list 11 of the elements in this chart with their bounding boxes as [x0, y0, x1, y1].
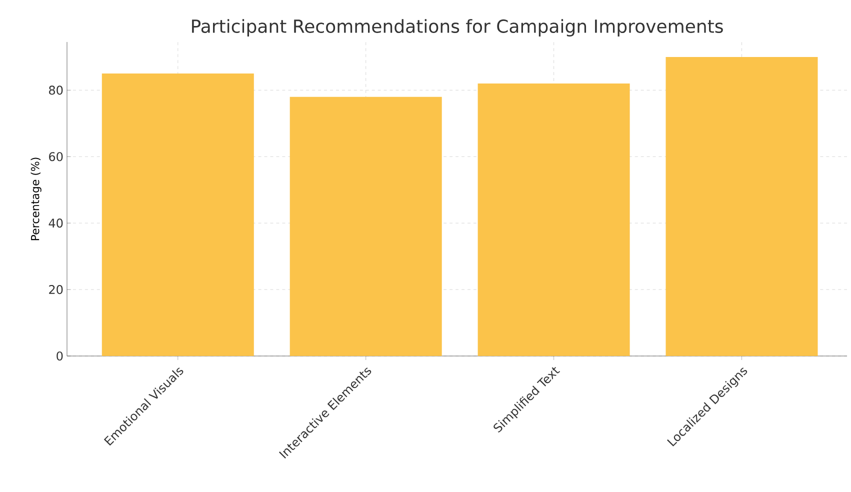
chart-title: Participant Recommendations for Campaign Improvements	[192, 19, 723, 36]
bar	[478, 84, 630, 356]
y-tick-label: 20	[49, 285, 63, 294]
bar	[666, 56, 818, 356]
bar	[102, 74, 254, 356]
bar	[290, 96, 442, 356]
y-tick-label: 0	[56, 351, 63, 361]
y-tick-label: 40	[48, 218, 63, 228]
y-axis-title: Percentage (%)	[30, 158, 42, 240]
y-tick-label: 80	[49, 86, 63, 95]
y-tick-label: 60	[49, 152, 63, 162]
